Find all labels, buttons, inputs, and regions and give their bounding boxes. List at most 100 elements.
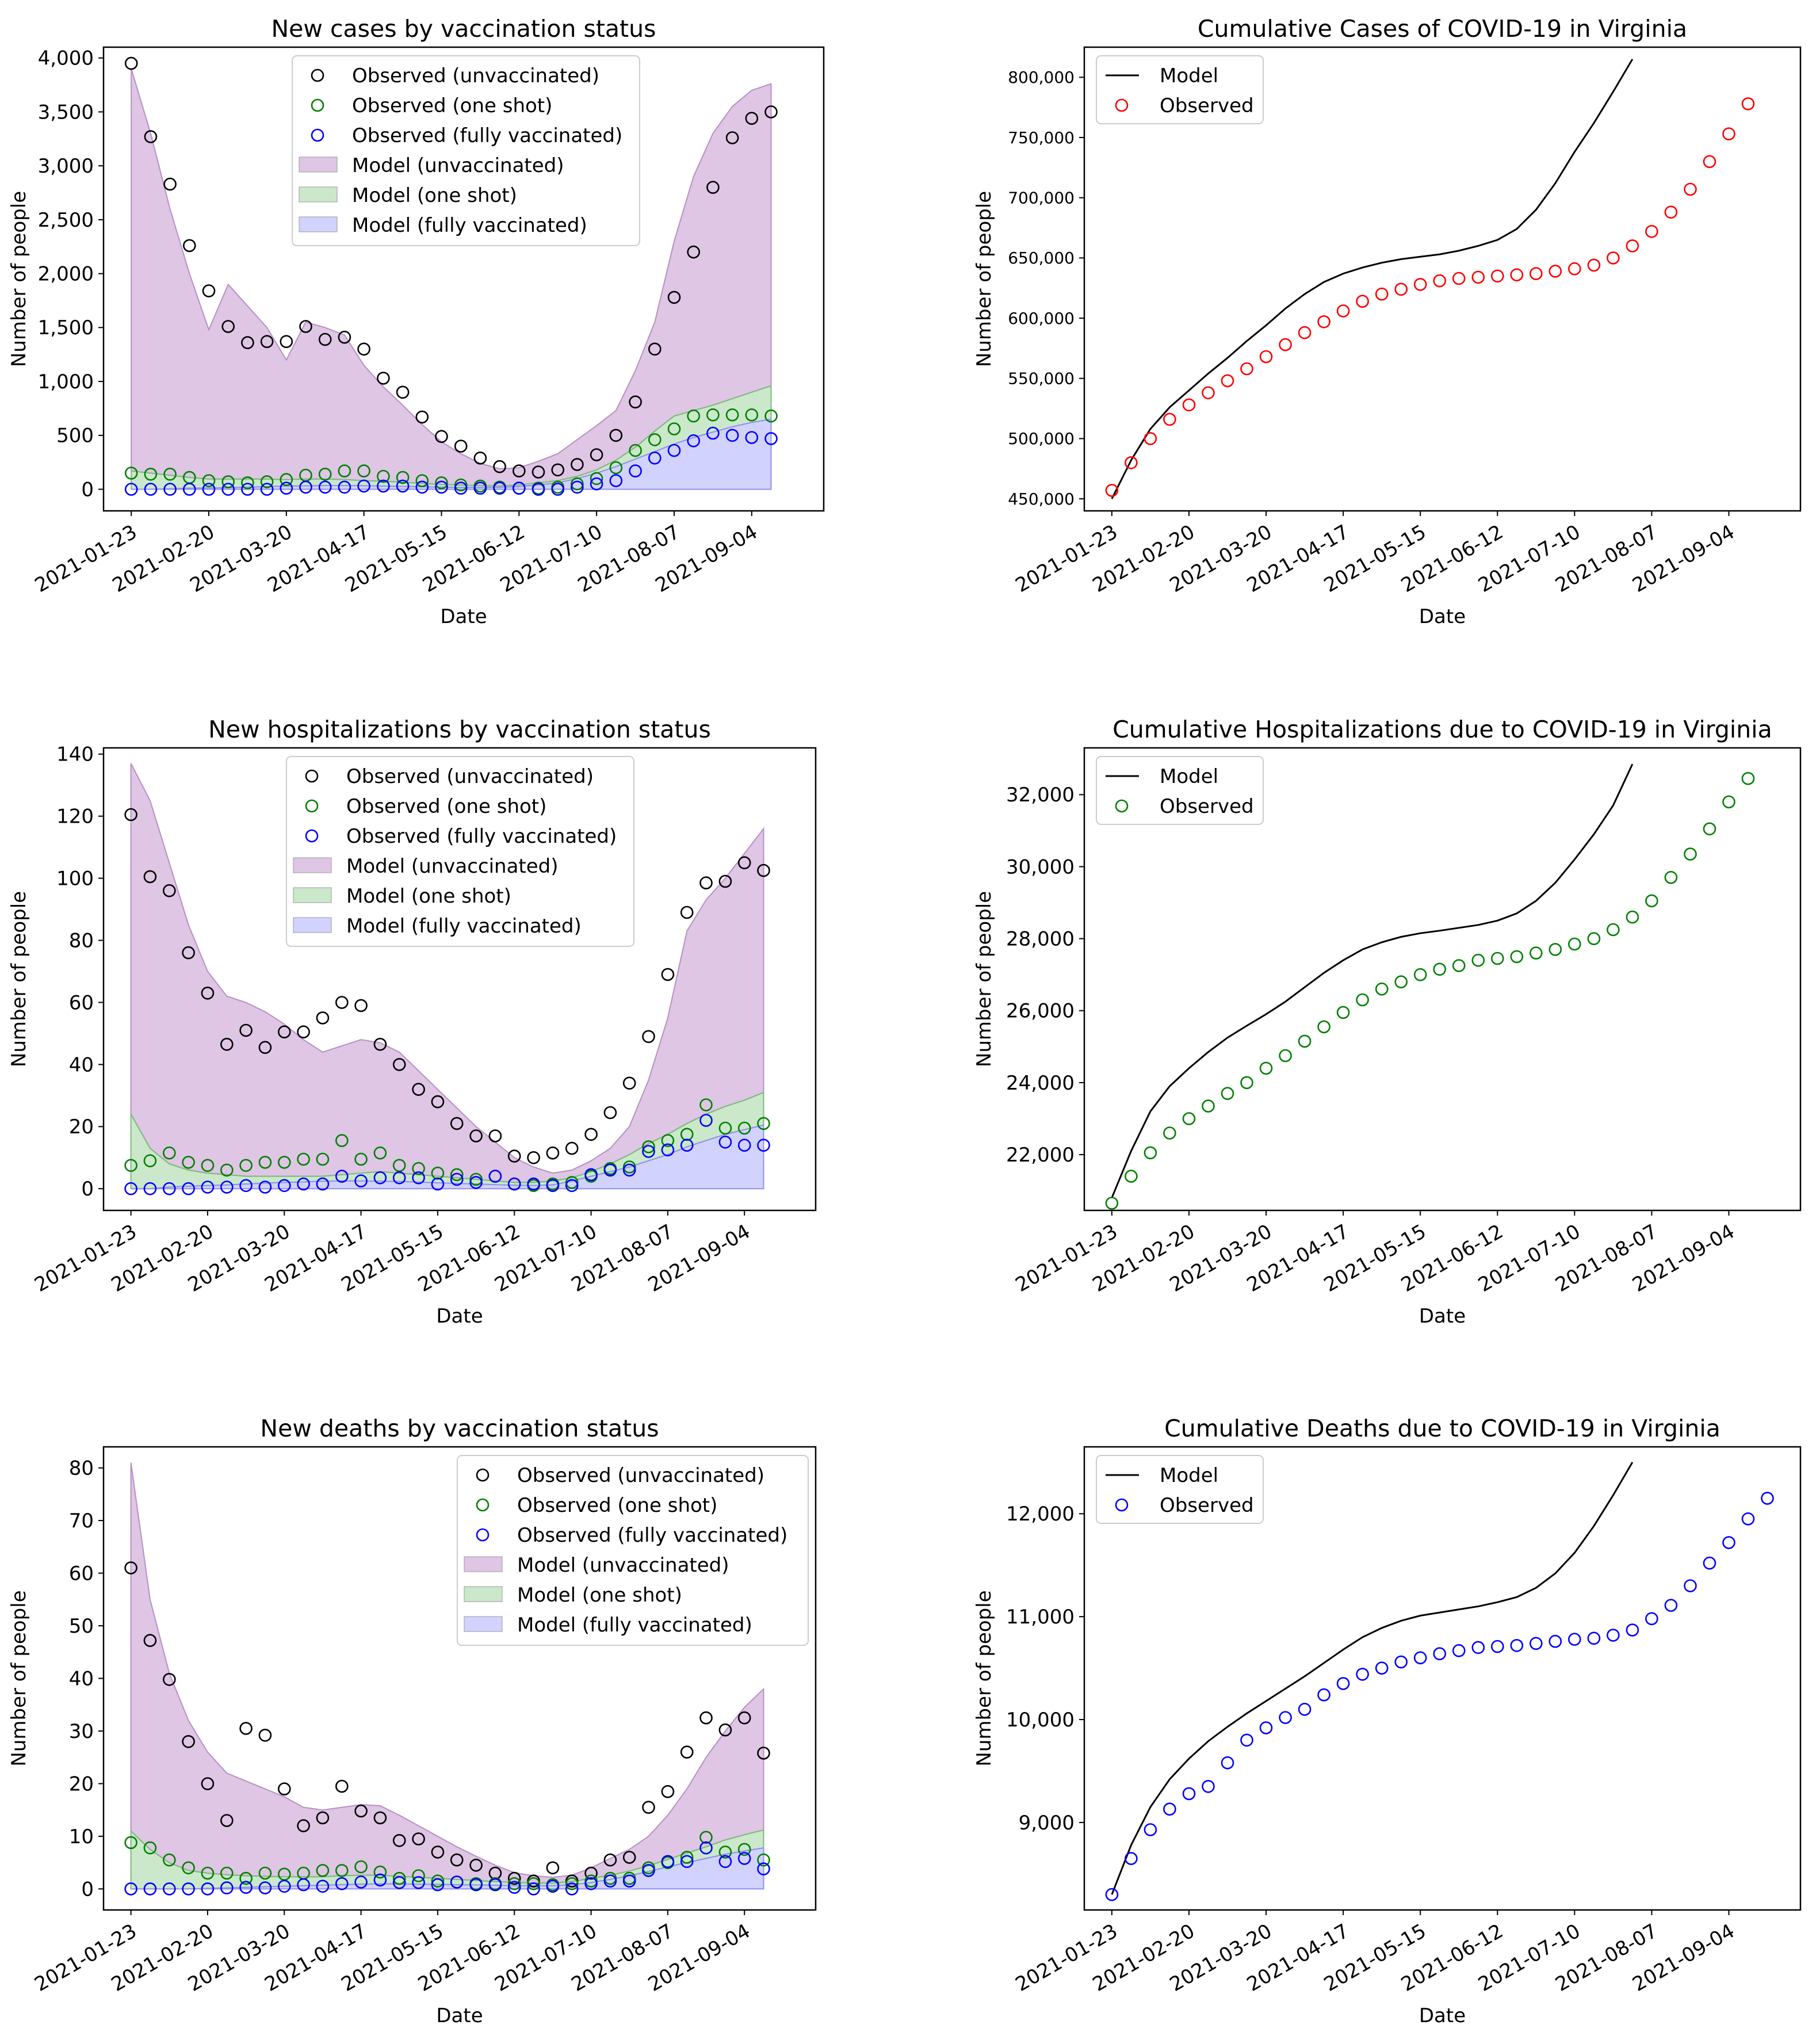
- observed-point: [1125, 1170, 1138, 1183]
- observed-unvaccinated-point: [493, 460, 506, 473]
- legend-label: Observed (fully vaccinated): [352, 124, 622, 147]
- observed-unvaccinated-point: [584, 1128, 598, 1141]
- legend: Model Observed: [1096, 55, 1264, 124]
- observed-unvaccinated-point: [124, 1561, 137, 1575]
- observed-one-shot-point: [354, 1860, 368, 1874]
- observed-point: [1626, 1623, 1639, 1637]
- observed-one-shot-point: [718, 1121, 732, 1135]
- y-tick-label: 1,000: [38, 370, 94, 393]
- observed-fully-vaccinated-point: [565, 1882, 579, 1896]
- observed-point: [1626, 239, 1639, 253]
- observed-unvaccinated-point: [603, 1106, 617, 1120]
- legend-marker: [305, 769, 319, 783]
- plot-area: [1111, 59, 1634, 499]
- observed-unvaccinated-point: [258, 1729, 272, 1742]
- observed-unvaccinated-point: [680, 1745, 694, 1759]
- observed-fully-vaccinated-point: [512, 482, 526, 495]
- observed-fully-vaccinated-point: [603, 1163, 617, 1177]
- observed-fully-vaccinated-point: [699, 1114, 713, 1127]
- observed-point: [1144, 1823, 1157, 1836]
- legend-marker: [311, 68, 324, 82]
- plot-area: [1111, 1462, 1634, 1895]
- observed-unvaccinated-point: [737, 856, 751, 869]
- y-tick-label: 1,500: [38, 316, 94, 339]
- observed-point: [1761, 1492, 1774, 1505]
- observed-unvaccinated-point: [239, 1023, 253, 1037]
- observed-unvaccinated-point: [124, 808, 137, 822]
- y-tick-label: 500: [56, 425, 94, 448]
- observed-unvaccinated-point: [144, 130, 158, 143]
- observed-fully-vaccinated-point: [124, 1182, 137, 1195]
- observed-fully-vaccinated-point: [661, 1143, 675, 1157]
- observed-fully-vaccinated-point: [412, 1171, 425, 1185]
- observed-point: [1510, 950, 1524, 964]
- observed-one-shot-point: [590, 472, 603, 486]
- observed-unvaccinated-point: [648, 342, 662, 356]
- observed-fully-vaccinated-point: [718, 1136, 732, 1149]
- observed-fully-vaccinated-point: [201, 1180, 215, 1194]
- observed-fully-vaccinated-point: [680, 1138, 694, 1152]
- observed-point: [1510, 268, 1524, 282]
- observed-one-shot-point: [162, 1853, 176, 1867]
- observed-point: [1279, 1711, 1292, 1724]
- legend: Model Observed: [1096, 756, 1264, 825]
- observed-fully-vaccinated-point: [450, 1172, 464, 1186]
- legend: Observed (unvaccinated) Observed (one sho…: [457, 1455, 809, 1646]
- observed-fully-vaccinated-point: [488, 1170, 502, 1183]
- observed-point: [1607, 251, 1620, 265]
- observed-fully-vaccinated-point: [737, 1138, 751, 1152]
- observed-point: [1336, 1006, 1350, 1019]
- observed-point: [1471, 270, 1485, 284]
- observed-unvaccinated-point: [297, 1025, 310, 1038]
- observed-fully-vaccinated-point: [354, 1875, 368, 1889]
- y-tick-label: 600,000: [1008, 309, 1075, 328]
- observed-point: [1548, 943, 1562, 956]
- observed-unvaccinated-point: [297, 1819, 310, 1832]
- y-tick-label: 3,500: [38, 101, 94, 124]
- axes-frame: [1083, 747, 1802, 1212]
- chart-panel-2: 0204060801001201402021-01-232021-02-2020…: [7, 716, 817, 1328]
- y-tick-label: 2,500: [38, 209, 94, 232]
- observed-fully-vaccinated-point: [396, 479, 410, 493]
- observed-point: [1336, 1677, 1350, 1690]
- observed-fully-vaccinated-point: [338, 480, 351, 494]
- observed-fully-vaccinated-point: [316, 1177, 330, 1191]
- observed-unvaccinated-point: [201, 987, 215, 1000]
- legend-swatch: [464, 1556, 503, 1572]
- observed-point: [1741, 97, 1755, 110]
- observed-one-shot-point: [396, 471, 410, 484]
- observed-one-shot-point: [220, 1163, 234, 1177]
- y-tick-label: 700,000: [1008, 188, 1075, 207]
- observed-one-shot-point: [124, 1836, 137, 1850]
- observed-point: [1105, 1888, 1119, 1901]
- observed-fully-vaccinated-point: [469, 1176, 483, 1189]
- observed-fully-vaccinated-point: [221, 483, 235, 496]
- observed-fully-vaccinated-point: [507, 1881, 521, 1894]
- observed-one-shot-point: [143, 1841, 157, 1855]
- y-tick-label: 80: [69, 1457, 94, 1480]
- legend-swatch: [293, 917, 332, 933]
- observed-one-shot-point: [277, 1156, 291, 1169]
- observed-unvaccinated-point: [412, 1832, 425, 1846]
- observed-point: [1356, 295, 1369, 308]
- observed-unvaccinated-point: [527, 1151, 540, 1164]
- observed-point: [1645, 894, 1658, 908]
- observed-point: [1568, 1633, 1581, 1646]
- legend-marker: [311, 128, 324, 142]
- observed-fully-vaccinated-point: [239, 1179, 253, 1193]
- axes-frame: [102, 747, 817, 1212]
- observed-point: [1568, 937, 1581, 951]
- observed-fully-vaccinated-point: [143, 1882, 157, 1896]
- legend-label: Model (unvaccinated): [517, 1554, 729, 1577]
- legend-label: Observed: [1160, 795, 1254, 818]
- y-tick-label: 100: [56, 868, 94, 891]
- observed-point: [1703, 1556, 1716, 1570]
- observed-one-shot-point: [737, 1121, 751, 1135]
- observed-fully-vaccinated-point: [377, 479, 390, 493]
- observed-unvaccinated-point: [258, 1041, 272, 1054]
- observed-fully-vaccinated-point: [143, 1182, 157, 1195]
- observed-one-shot-point: [354, 1152, 368, 1166]
- legend-marker: [476, 1468, 490, 1482]
- axes-frame: [102, 46, 825, 512]
- observed-fully-vaccinated-point: [435, 480, 448, 494]
